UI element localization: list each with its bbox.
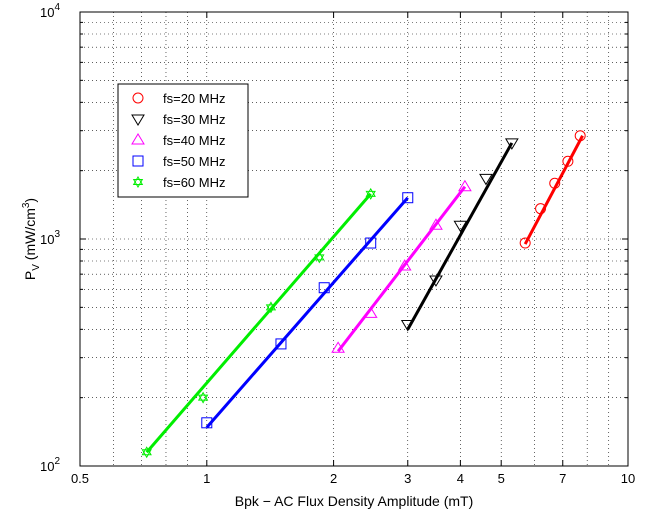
x-axis-title: Bpk − AC Flux Density Amplitude (mT) [235,493,473,509]
x-tick-label: 0.5 [71,471,89,486]
marker-series-3 [365,237,377,249]
marker-series-2 [397,259,412,271]
fit-line-series-2 [336,185,467,353]
legend-label: fs=60 MHz [163,175,226,190]
fit-line-series-4 [145,192,372,454]
plot-background [80,12,628,466]
marker-series-2 [363,306,378,318]
x-tick-label: 7 [559,471,566,486]
x-tick-label: 5 [498,471,505,486]
y-tick-label: 104 [40,2,60,20]
marker-series-2 [429,218,443,230]
y-tick-label: 102 [40,456,60,474]
marker-series-3 [275,338,287,350]
marker-series-4 [265,301,277,314]
marker-series-4 [365,187,376,200]
fit-line-series-3 [205,196,409,429]
data-markers [141,130,586,459]
marker-series-2 [458,179,472,192]
x-tick-label: 1 [203,471,210,486]
marker-series-3 [402,192,414,204]
marker-series-0 [535,203,547,215]
legend-label: fs=30 MHz [163,112,226,127]
marker-series-1 [479,173,493,186]
legend-marker [131,133,145,145]
legend-label: fs=40 MHz [163,133,226,148]
x-tick-label: 4 [457,471,464,486]
legend-marker [132,175,144,189]
legend-marker [132,92,144,104]
marker-series-4 [197,391,209,404]
marker-series-3 [201,417,213,429]
marker-series-1 [429,275,443,287]
legend-marker [132,155,144,167]
marker-series-0 [519,237,531,249]
legend-label: fs=50 MHz [163,154,226,169]
marker-series-1 [400,320,415,332]
legend-label: fs=20 MHz [163,91,226,106]
marker-series-1 [453,220,468,233]
marker-series-4 [314,251,325,264]
y-axis-title: PV (mW/cm3) [21,198,42,280]
fit-line-series-0 [523,135,584,245]
marker-series-3 [318,282,330,294]
y-tick-label: 103 [40,229,60,247]
marker-series-4 [141,446,152,459]
fit-lines [145,135,584,454]
marker-series-0 [549,177,561,189]
x-tick-label: 2 [330,471,337,486]
marker-series-0 [574,130,586,142]
legend: fs=20 MHz fs=30 MHz fs=40 MHz fs=50 MHz fs=6… [117,83,249,198]
legend-marker [131,114,145,126]
marker-series-1 [504,138,519,150]
axis-ticks: 0.5 1 2 3 4 5 7 10 102 103 104 [40,2,635,486]
grid [80,12,628,466]
marker-series-2 [331,341,345,353]
x-tick-label: 3 [404,471,411,486]
marker-series-0 [562,155,574,167]
x-tick-label: 10 [621,471,635,486]
fit-line-series-1 [406,142,514,331]
